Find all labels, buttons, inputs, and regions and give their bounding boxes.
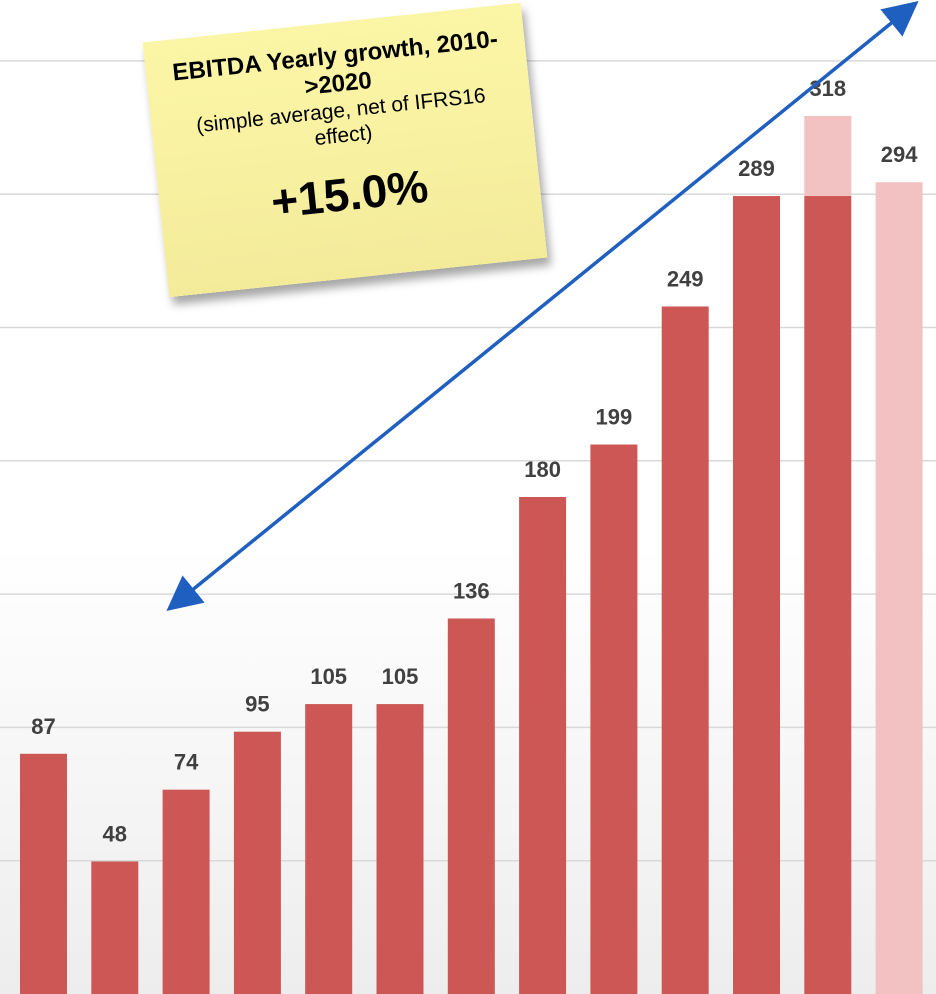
bar [804,196,852,994]
trend-arrow [166,0,919,612]
note-growth-value: +15.0% [268,159,431,228]
bar [447,618,495,994]
value-label: 105 [382,664,419,689]
bar [519,497,567,994]
bar [162,789,210,994]
value-label: 74 [174,750,199,775]
bar [305,704,353,994]
value-label: 87 [31,714,55,739]
value-label: 136 [453,578,490,603]
bar [733,196,780,994]
value-label: 199 [596,405,633,430]
bar-extension [804,115,852,197]
value-label: 48 [103,821,127,846]
bar [875,182,923,994]
bar [20,753,67,994]
value-label: 105 [310,664,347,689]
value-label: 95 [245,692,269,717]
sticky-note: EBITDA Yearly growth, 2010->2020 (simple… [142,2,548,298]
bar [233,731,281,994]
bars [20,115,923,994]
value-label: 249 [667,266,704,291]
value-label: 180 [524,457,561,482]
value-label: 318 [809,76,846,101]
bar [91,861,139,994]
value-label: 289 [738,156,775,181]
bar [590,444,638,994]
value-label: 294 [881,142,918,167]
bar [661,306,709,994]
bar [376,704,424,994]
